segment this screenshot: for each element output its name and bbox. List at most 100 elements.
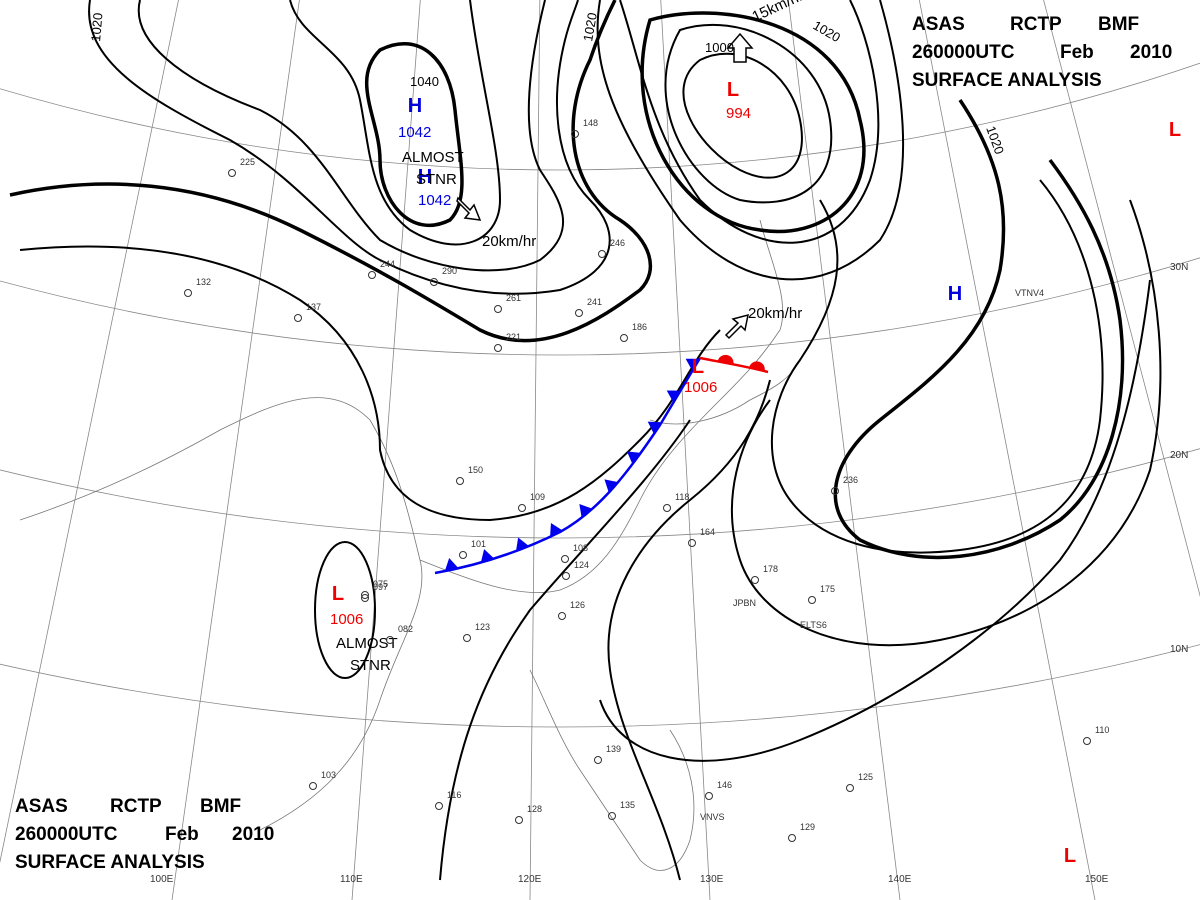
station-value: 075 <box>373 579 388 589</box>
header-text: Feb <box>165 824 199 845</box>
station-id: VNVS <box>700 812 725 822</box>
station-marker <box>788 834 796 842</box>
station-marker <box>430 278 438 286</box>
station-id: JPBN <box>733 598 756 608</box>
station-marker <box>386 636 394 644</box>
station-marker <box>705 792 713 800</box>
station-marker <box>831 487 839 495</box>
station-value: 290 <box>442 266 457 276</box>
latitude-label: 20N <box>1170 450 1188 461</box>
station-marker <box>456 477 464 485</box>
fronts <box>434 354 769 575</box>
motion-arrow <box>456 196 482 221</box>
isobar-label: 1020 <box>88 12 105 42</box>
isobar <box>607 379 771 881</box>
station-marker <box>562 572 570 580</box>
isobar <box>19 245 721 522</box>
station-marker <box>598 250 606 258</box>
coastline <box>19 397 423 831</box>
station-marker <box>494 344 502 352</box>
longitude-label: 110E <box>340 874 363 885</box>
motion-arrow <box>726 32 754 63</box>
header-text: BMF <box>1098 14 1139 35</box>
station-value: 175 <box>820 584 835 594</box>
station-marker <box>688 539 696 547</box>
station-marker <box>571 130 579 138</box>
station-marker <box>294 314 302 322</box>
station-value: 123 <box>475 622 490 632</box>
note: STNR <box>416 171 457 188</box>
pressure-symbol: H <box>948 283 962 305</box>
header-text: Feb <box>1060 42 1094 63</box>
station-value: 246 <box>610 238 625 248</box>
station-value: 244 <box>380 259 395 269</box>
station-value: 150 <box>468 465 483 475</box>
station-marker <box>309 782 317 790</box>
meridian <box>1043 0 1200 598</box>
station-value: 236 <box>843 475 858 485</box>
station-marker <box>515 816 523 824</box>
meridian <box>171 0 300 900</box>
header-text: RCTP <box>110 796 162 817</box>
front-triangle <box>685 358 700 371</box>
isobar <box>314 541 376 679</box>
meridian <box>918 0 1096 900</box>
isobar <box>682 52 803 179</box>
pressure-value: 1006 <box>684 379 717 396</box>
labels: ASAS RCTP BMF 260000UTC Feb 2010 SURFACE ANALY… <box>15 0 1188 885</box>
station-value: 148 <box>583 118 598 128</box>
header-text: 260000UTC <box>912 42 1015 63</box>
isobar <box>137 0 565 272</box>
station-marker <box>361 594 369 602</box>
station-id: VTNV4 <box>1015 288 1044 298</box>
station-marker <box>846 784 854 792</box>
station-value: 146 <box>717 780 732 790</box>
header-text: 260000UTC <box>15 824 118 845</box>
meridian <box>787 0 901 900</box>
front-triangle <box>550 522 563 537</box>
station-marker <box>184 289 192 297</box>
station-marker <box>459 551 467 559</box>
station-value: 164 <box>700 527 715 537</box>
motion-arrows <box>456 32 754 340</box>
longitude-label: 100E <box>150 874 174 885</box>
note: STNR <box>350 657 391 674</box>
station-value: 225 <box>240 157 255 167</box>
station-marker <box>808 596 816 604</box>
front-triangle <box>647 421 662 435</box>
front-triangle <box>626 451 641 465</box>
front-triangle <box>444 557 459 572</box>
station-value: 186 <box>632 322 647 332</box>
isobar-label: 1020 <box>580 11 600 42</box>
pressure-symbol: L <box>1064 845 1076 867</box>
station-marker <box>608 812 616 820</box>
longitude-label: 130E <box>700 874 724 885</box>
isobar <box>88 0 611 295</box>
header-text: 2010 <box>1130 42 1172 63</box>
longitude-label: 140E <box>888 874 912 885</box>
station-value: 178 <box>763 564 778 574</box>
station-marker <box>518 504 526 512</box>
front-semicircle <box>717 354 734 365</box>
isobar-label: 1040 <box>410 74 439 89</box>
isobars <box>9 0 1162 881</box>
station-marker <box>228 169 236 177</box>
station-value: 103 <box>321 770 336 780</box>
station-value: 116 <box>447 790 461 800</box>
header-text: ASAS <box>15 796 68 817</box>
station-value: 137 <box>306 302 321 312</box>
pressure-value: 994 <box>726 105 751 122</box>
station-marker <box>1083 737 1091 745</box>
station-value: 109 <box>530 492 545 502</box>
note: ALMOST <box>336 635 398 652</box>
isobar <box>770 179 1104 554</box>
station-value: 135 <box>620 800 635 810</box>
pressure-symbol: L <box>692 356 704 378</box>
station-marker <box>435 802 443 810</box>
coastlines <box>19 219 801 871</box>
longitude-label: 120E <box>518 874 542 885</box>
station-value: 129 <box>800 822 815 832</box>
latitude-label: 30N <box>1170 262 1188 273</box>
